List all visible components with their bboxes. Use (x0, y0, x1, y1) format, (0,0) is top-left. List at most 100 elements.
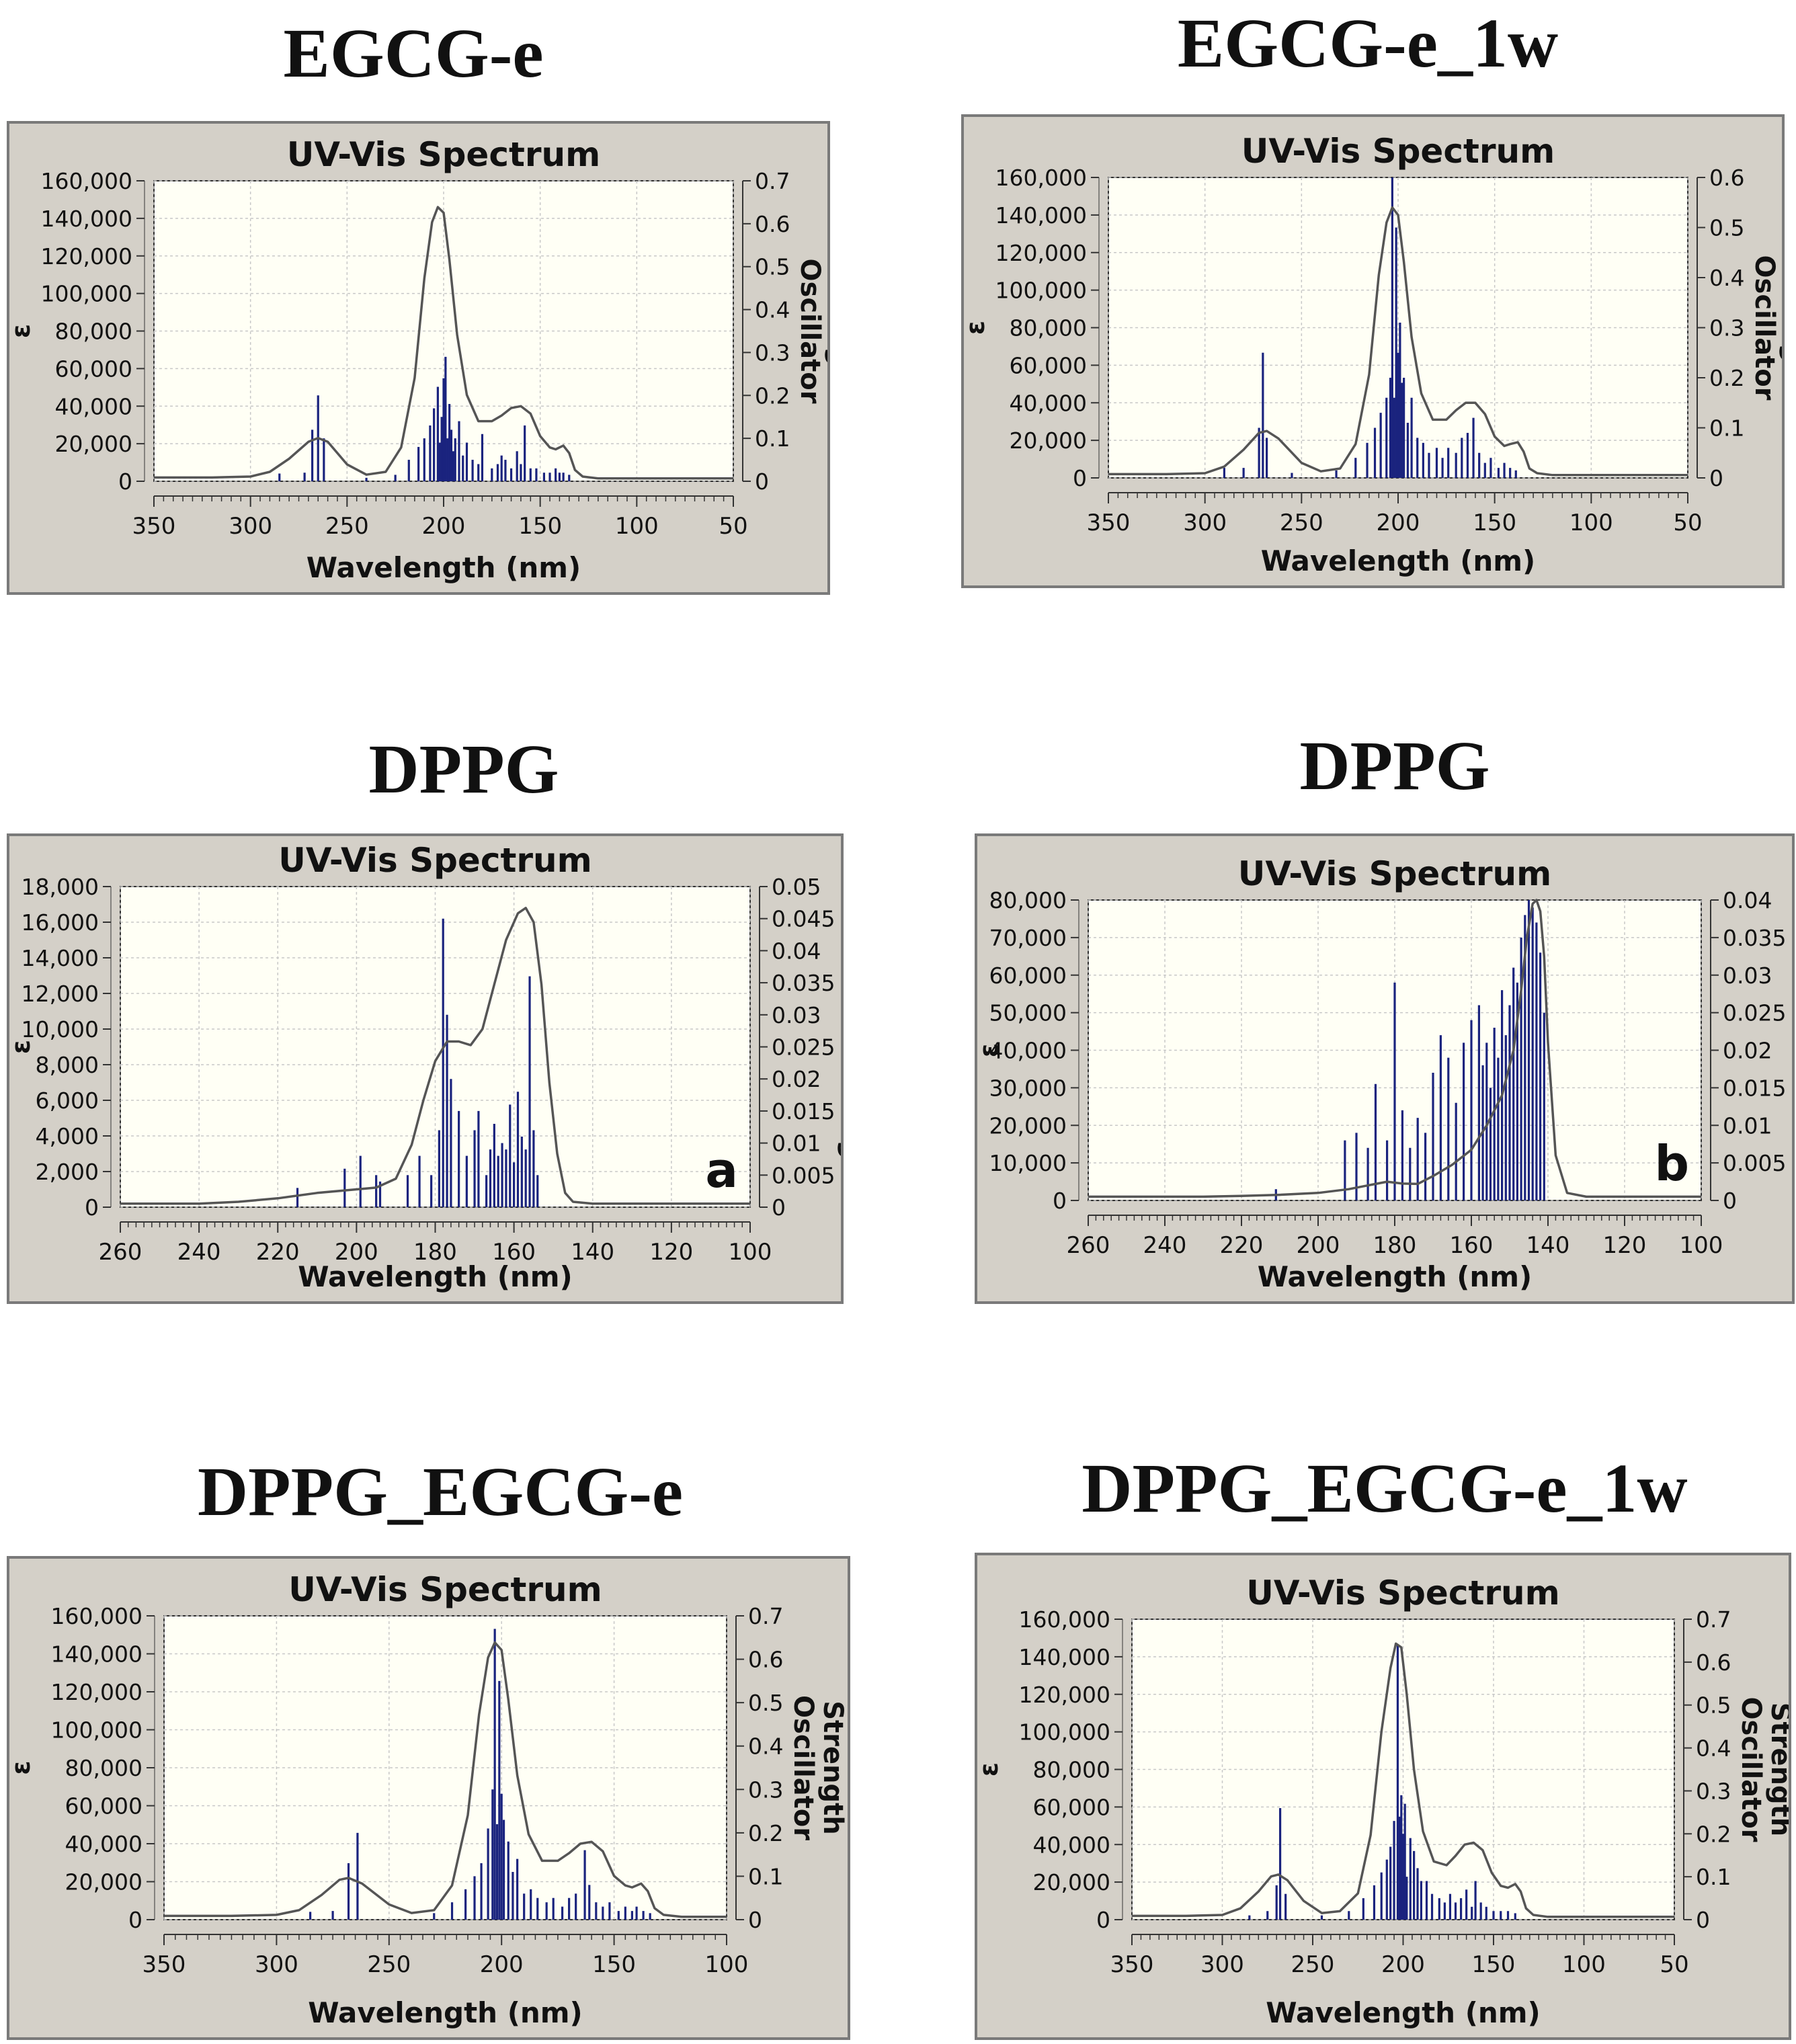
y2-tick-label: 0.3 (1709, 315, 1744, 341)
x-tick-label: 200 (335, 1239, 378, 1266)
x-tick-label: 240 (1143, 1232, 1187, 1259)
x-tick-label: 350 (1110, 1951, 1154, 1978)
y-tick-label: 10,000 (989, 1150, 1067, 1176)
y2-tick-label: 0.6 (748, 1647, 783, 1673)
y-tick-label: 140,000 (41, 206, 132, 232)
x-tick-label: 250 (1291, 1951, 1335, 1978)
y2-tick-label: 0.025 (772, 1034, 835, 1061)
y-tick-label: 120,000 (51, 1679, 142, 1705)
x-axis-label: Wavelength (nm) (307, 551, 581, 584)
y2-tick-label: 0.03 (1723, 963, 1772, 989)
y2-tick-label: 0.04 (772, 938, 821, 964)
y-tick-label: 40,000 (989, 1038, 1067, 1064)
y-tick-label: 16,000 (22, 909, 99, 936)
x-axis-label: Wavelength (nm) (1258, 1260, 1533, 1293)
y-tick-label: 50,000 (989, 1000, 1067, 1026)
x-tick-label: 150 (1472, 1951, 1516, 1978)
spectrum-panel: UV-Vis Spectrum 0 20,000 40,000 60,000 80,000… (7, 121, 830, 595)
y-axis-label: ε (9, 324, 36, 338)
y-tick-label: 0 (1073, 465, 1087, 491)
y2-tick-label: 0.02 (772, 1066, 821, 1092)
x-tick-label: 350 (142, 1951, 186, 1978)
x-tick-label: 300 (255, 1951, 298, 1978)
spectrum-panel: UV-Vis Spectrum 0 20,000 40,000 60,000 80,000… (975, 1553, 1791, 2040)
y-tick-label: 140,000 (995, 202, 1087, 229)
y2-tick-label: 0.03 (772, 1002, 821, 1028)
x-axis-label: Wavelength (nm) (1266, 1996, 1541, 2029)
y2-tick-label: 0.7 (1696, 1606, 1731, 1633)
x-tick-label: 180 (1373, 1232, 1417, 1259)
y-tick-label: 80,000 (1033, 1757, 1110, 1783)
y2-tick-label: 0 (755, 468, 769, 495)
chart-caption: DPPG (368, 731, 559, 808)
y-tick-label: 20,000 (989, 1112, 1067, 1139)
y2-tick-label: 0.2 (1709, 365, 1744, 391)
x-tick-label: 180 (413, 1239, 457, 1266)
y2-tick-label: 0.4 (755, 297, 790, 323)
y-tick-label: 2,000 (36, 1159, 99, 1185)
y2-tick-label: 0.5 (1709, 215, 1744, 241)
y2-tick-label: 0.7 (755, 168, 790, 194)
y2-tick-label: 0.5 (1696, 1692, 1731, 1719)
y2-tick-label: 0.3 (755, 339, 790, 366)
y2-tick-label: 0.04 (1723, 887, 1772, 913)
y-tick-label: 0 (128, 1907, 142, 1933)
y-tick-label: 60,000 (989, 963, 1067, 989)
absorption-curve (120, 907, 750, 1205)
y-tick-label: 100,000 (41, 281, 132, 307)
x-tick-label: 150 (592, 1951, 636, 1978)
y-tick-label: 30,000 (989, 1075, 1067, 1101)
y2-tick-label: 0 (748, 1907, 762, 1933)
y-axis-label: ε (977, 1043, 1004, 1057)
y2-axis-label: Strength (817, 1701, 848, 1835)
x-tick-label: 120 (649, 1239, 693, 1266)
y2-axis-label: Strength (1779, 261, 1782, 395)
y2-tick-label: 0.1 (748, 1863, 783, 1889)
y2-tick-label: 0.6 (1696, 1649, 1731, 1676)
spectrum-chart: UV-Vis Spectrum 0 20,000 40,000 60,000 80,000… (964, 132, 1782, 577)
x-tick-label: 100 (1569, 509, 1613, 536)
y-tick-label: 70,000 (989, 925, 1067, 951)
spectrum-chart: UV-Vis Spectrum 0 20,000 40,000 60,000 80,000… (977, 1573, 1789, 2029)
oscillator-sticks (1274, 900, 1545, 1200)
y2-tick-label: 0.6 (755, 211, 790, 237)
y-tick-label: 80,000 (989, 887, 1067, 913)
chart-title: UV-Vis Spectrum (287, 135, 601, 174)
y2-tick-label: 0 (1709, 465, 1723, 491)
y2-tick-label: 0.02 (1723, 1038, 1772, 1064)
y-tick-label: 140,000 (1019, 1644, 1110, 1670)
gridlines (1108, 177, 1688, 479)
spectrum-chart: UV-Vis Spectrum 0 2,000 4,000 6,000 8,000 10,0… (9, 841, 841, 1293)
y-axis-label: ε (9, 1760, 36, 1774)
x-axis-label: Wavelength (nm) (298, 1260, 573, 1293)
y2-tick-label: 0.1 (755, 425, 790, 452)
y2-tick-label: 0.5 (755, 254, 790, 280)
y2-tick-label: 0.05 (772, 874, 821, 900)
gridlines (163, 1615, 727, 1920)
y2-tick-label: 0.015 (1723, 1075, 1786, 1101)
y-tick-label: 80,000 (65, 1755, 142, 1781)
y-tick-label: 40,000 (65, 1831, 142, 1857)
y-tick-label: 0 (1096, 1907, 1110, 1933)
y2-tick-label: 0 (772, 1194, 786, 1221)
spectrum-chart: UV-Vis Spectrum 0 20,000 40,000 60,000 80,000… (9, 1570, 848, 2029)
y2-tick-label: 0.6 (1709, 165, 1744, 191)
chart-title: UV-Vis Spectrum (278, 841, 592, 880)
y-tick-label: 120,000 (41, 243, 132, 270)
y-tick-label: 160,000 (995, 165, 1087, 191)
x-tick-label: 300 (1183, 509, 1227, 536)
chart-caption: DPPG (1299, 727, 1490, 805)
y2-tick-label: 0.3 (1696, 1778, 1731, 1804)
absorption-curve (154, 206, 733, 480)
absorption-curve (1108, 206, 1688, 477)
y2-tick-label: 0.1 (1709, 415, 1744, 442)
y2-tick-label: 0.015 (772, 1098, 835, 1125)
x-tick-label: 150 (1473, 509, 1516, 536)
y2-axis-label: Oscillator (794, 259, 825, 404)
y2-tick-label: 0.005 (772, 1162, 835, 1188)
y-tick-label: 0 (85, 1194, 99, 1221)
spectrum-panel: UV-Vis Spectrum 0 10,000 20,000 30,000 40,000… (975, 833, 1795, 1304)
y2-axis-label: Oscillator Strength (837, 903, 841, 1191)
x-tick-label: 100 (1680, 1232, 1723, 1259)
y2-axis-label: Oscillator (1788, 978, 1792, 1123)
